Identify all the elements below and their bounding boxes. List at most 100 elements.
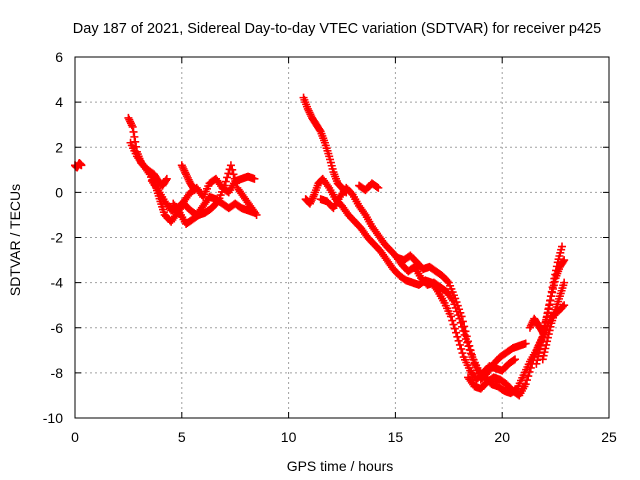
data-point xyxy=(534,349,543,358)
data-point xyxy=(460,330,469,339)
data-point xyxy=(224,169,233,178)
y-tick-label: 2 xyxy=(55,139,63,155)
data-point xyxy=(526,363,535,372)
data-point xyxy=(226,161,235,170)
data-point xyxy=(543,308,552,317)
data-point xyxy=(549,284,558,293)
data-point xyxy=(446,312,455,321)
data-point xyxy=(544,330,553,339)
data-point xyxy=(560,301,569,310)
data-point xyxy=(546,296,555,305)
data-point xyxy=(544,304,553,313)
data-point xyxy=(545,300,554,309)
data-point xyxy=(455,314,464,323)
data-point xyxy=(537,326,546,335)
y-tick-label: -8 xyxy=(51,365,64,381)
data-point xyxy=(533,356,542,365)
x-axis-label: GPS time / hours xyxy=(287,458,394,474)
data-point xyxy=(449,320,458,329)
data-point xyxy=(309,192,318,201)
data-point xyxy=(443,277,452,286)
data-point xyxy=(373,182,382,191)
data-point xyxy=(308,194,317,203)
data-point xyxy=(174,206,183,215)
data-point xyxy=(315,126,324,135)
data-point xyxy=(182,172,191,181)
data-point xyxy=(230,174,239,183)
data-point xyxy=(374,183,383,192)
data-point xyxy=(307,196,316,205)
data-point xyxy=(162,174,171,183)
data-point xyxy=(128,122,137,131)
data-point xyxy=(454,336,463,345)
data-point xyxy=(129,127,138,136)
data-point xyxy=(521,380,530,389)
data-point xyxy=(454,311,463,320)
data-point xyxy=(539,351,548,360)
data-point xyxy=(448,316,457,325)
grid xyxy=(75,57,609,418)
data-point xyxy=(549,281,558,290)
data-point xyxy=(547,292,556,301)
data-point xyxy=(130,132,139,141)
data-point xyxy=(543,337,552,346)
data-point xyxy=(550,277,559,286)
data-point xyxy=(522,376,531,385)
data-point xyxy=(458,349,467,358)
data-point xyxy=(303,104,312,113)
x-tick-label: 15 xyxy=(388,429,404,445)
data-point xyxy=(161,176,170,185)
data-point xyxy=(548,288,557,297)
data-point xyxy=(229,170,238,179)
data-point xyxy=(535,345,544,354)
data-point xyxy=(521,339,530,348)
chart-title: Day 187 of 2021, Sidereal Day-to-day VTE… xyxy=(73,21,601,37)
y-tick-label: -4 xyxy=(51,275,64,291)
data-point xyxy=(467,349,476,358)
x-tick-label: 0 xyxy=(71,429,79,445)
data-point xyxy=(251,209,260,218)
data-point xyxy=(536,341,545,350)
data-point xyxy=(360,209,369,218)
data-point xyxy=(545,326,554,335)
data-point xyxy=(126,119,135,128)
data-point xyxy=(532,359,541,368)
axis-ticks: 0 5 10 15 20 25 -10 -8 -6 -4 -2 0 2 4 6 xyxy=(43,49,617,445)
data-point xyxy=(447,294,456,303)
data-point xyxy=(540,348,549,357)
data-point xyxy=(252,210,261,219)
data-point xyxy=(560,256,569,265)
data-point xyxy=(534,352,543,361)
data-point xyxy=(543,312,552,321)
data-point xyxy=(250,174,259,183)
data-point xyxy=(524,372,533,381)
data-point xyxy=(542,340,551,349)
data-point xyxy=(125,115,134,124)
y-tick-label: 6 xyxy=(55,49,63,65)
data-point xyxy=(323,182,332,191)
data-point xyxy=(184,175,193,184)
data-point xyxy=(177,161,186,170)
y-tick-label: 4 xyxy=(55,94,63,110)
data-point xyxy=(453,332,462,341)
data-point xyxy=(179,164,188,173)
data-point xyxy=(449,296,458,305)
data-point xyxy=(305,199,314,208)
x-tick-label: 5 xyxy=(178,429,186,445)
data-point xyxy=(126,117,135,126)
data-point xyxy=(181,168,190,177)
data-point xyxy=(458,322,467,331)
data-point xyxy=(189,184,198,193)
y-tick-label: -10 xyxy=(43,410,63,426)
data-point xyxy=(305,108,314,117)
data-point xyxy=(452,328,461,337)
data-point xyxy=(464,342,473,351)
data-point xyxy=(457,344,466,353)
data-point xyxy=(127,121,136,130)
data-point xyxy=(558,242,567,251)
data-point xyxy=(538,355,547,364)
data-point xyxy=(461,335,470,344)
data-point xyxy=(456,318,465,327)
data-point xyxy=(220,181,229,190)
